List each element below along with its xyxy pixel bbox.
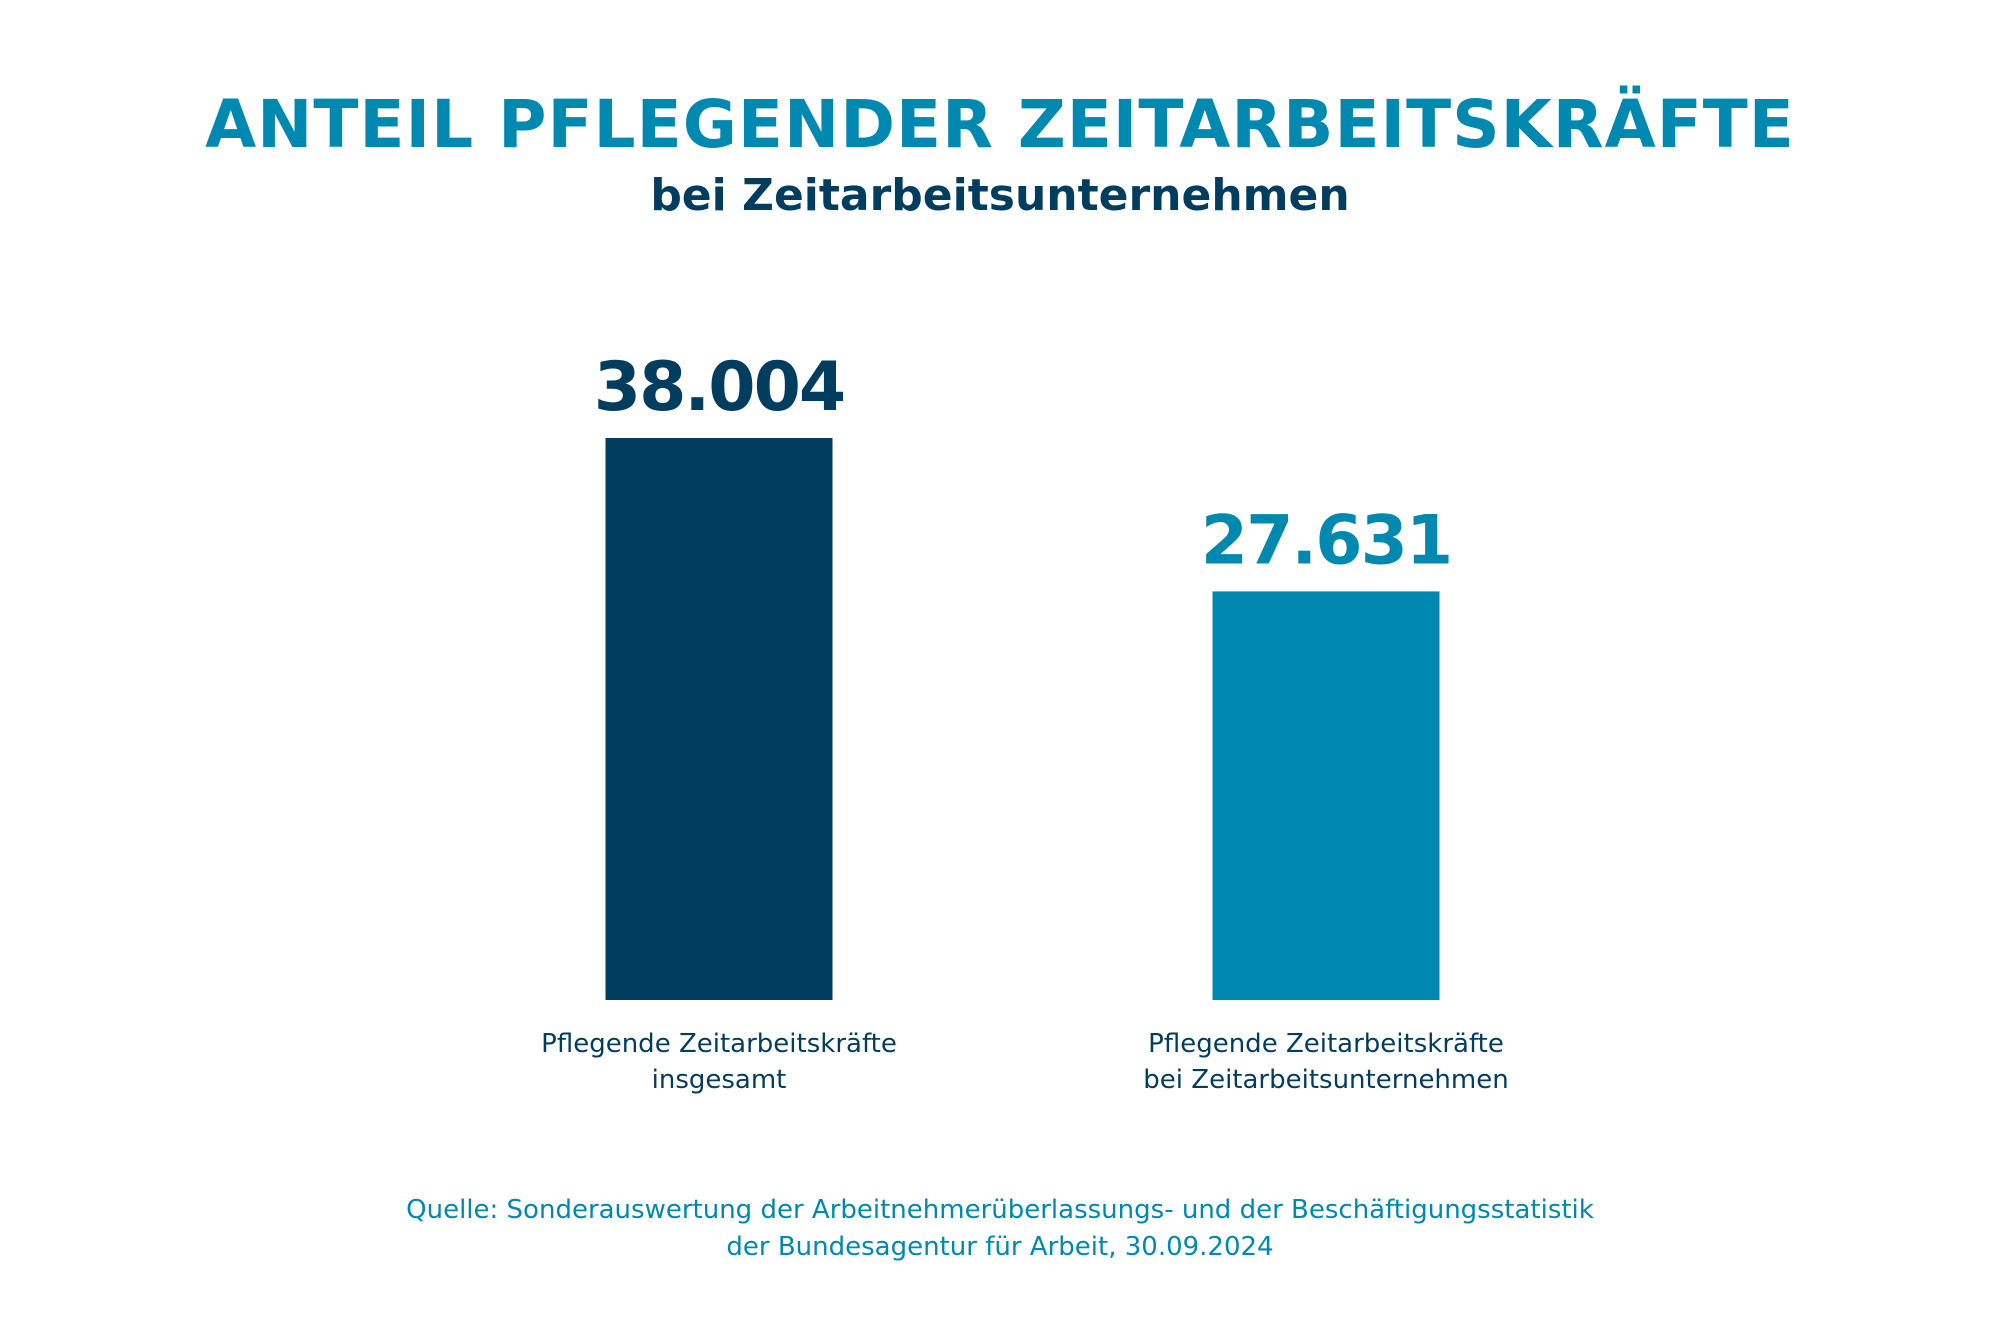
category-label-1-line-1: Pflegende Zeitarbeitskräfte [541, 1029, 897, 1059]
category-label-1-line-2: insgesamt [652, 1065, 787, 1095]
value-label-1: 38.004 [594, 348, 844, 427]
source-line-1: Quelle: Sonderauswertung der Arbeitnehme… [406, 1195, 1594, 1225]
category-label-2-line-1: Pflegende Zeitarbeitskräfte [1148, 1029, 1504, 1059]
source-line-2: der Bundesagentur für Arbeit, 30.09.2024 [726, 1232, 1274, 1262]
bar-1 [605, 438, 833, 1000]
source-note: Quelle: Sonderauswertung der Arbeitnehme… [0, 1192, 2000, 1266]
bar-2 [1212, 591, 1440, 1000]
chart-subtitle: bei Zeitarbeitsunternehmen [650, 170, 1350, 221]
category-label-2-line-2: bei Zeitarbeitsunternehmen [1143, 1065, 1508, 1095]
value-label-2: 27.631 [1201, 501, 1451, 580]
chart-title: ANTEIL PFLEGENDER ZEITARBEITSKRÄFTE [205, 86, 1795, 163]
